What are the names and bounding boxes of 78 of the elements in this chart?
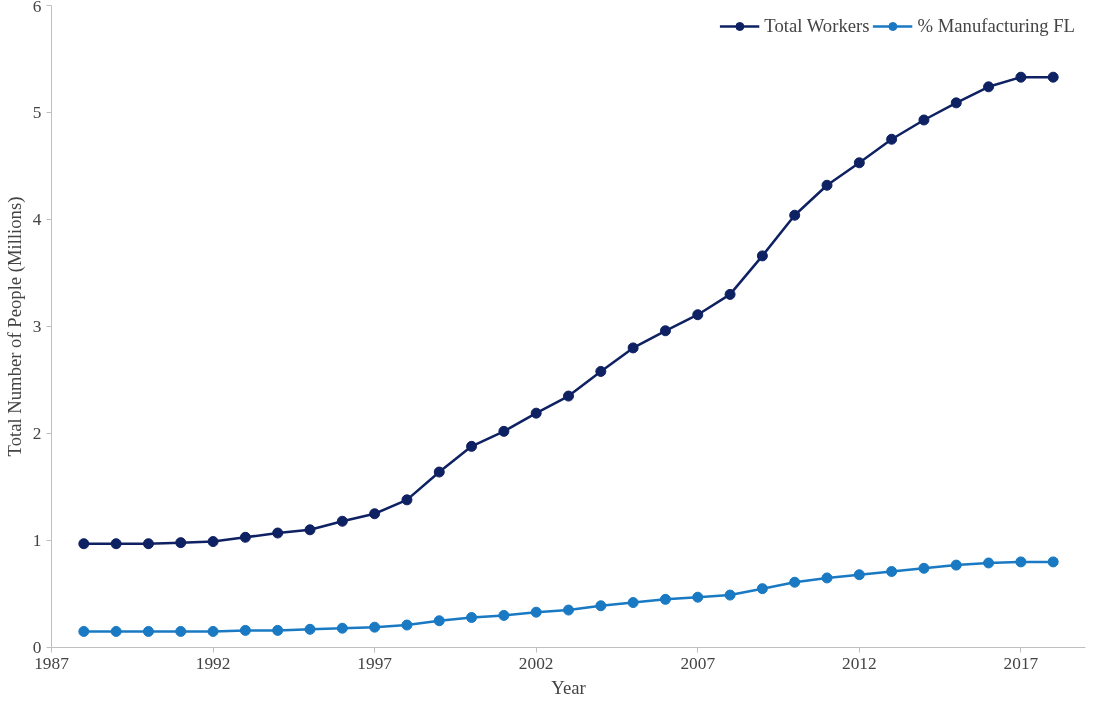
point: [78, 625, 90, 637]
point: [886, 133, 898, 145]
point: [433, 466, 445, 478]
point: [595, 365, 607, 377]
point: [239, 531, 251, 543]
point: [110, 625, 122, 637]
point: [530, 606, 542, 618]
point: [983, 557, 995, 569]
point: [659, 593, 671, 605]
point: [1047, 556, 1059, 568]
point: [918, 562, 930, 574]
point: [756, 250, 768, 262]
x-tick-label: 2007: [680, 653, 716, 673]
point: [433, 615, 445, 627]
point: [853, 569, 865, 581]
point: [498, 425, 510, 437]
point: [724, 589, 736, 601]
point: [336, 515, 348, 527]
point: [627, 597, 639, 609]
point: [918, 114, 930, 126]
point: [853, 157, 865, 169]
point: [304, 623, 316, 635]
point: [142, 538, 154, 550]
point: [142, 625, 154, 637]
y-tick-label: 5: [32, 103, 42, 122]
point: [724, 288, 736, 300]
point: [207, 536, 219, 548]
point: [950, 559, 962, 571]
x-tick-label: 2002: [518, 653, 554, 673]
point: [175, 537, 187, 549]
point: [530, 407, 542, 419]
point: [272, 624, 284, 636]
point: [627, 342, 639, 354]
point: [369, 621, 381, 633]
point: [466, 612, 478, 624]
point: [175, 625, 187, 637]
point: [304, 524, 316, 536]
x-axis-title: Year: [551, 676, 587, 698]
point: [207, 625, 219, 637]
legend-label: Total Workers: [764, 15, 870, 37]
point: [821, 179, 833, 191]
point: [369, 508, 381, 520]
y-tick-label: 3: [32, 317, 42, 336]
point: [821, 572, 833, 584]
y-axis-title: Total Number of People (Millions): [3, 196, 26, 457]
point: [401, 619, 413, 631]
point: [466, 440, 478, 452]
point: [692, 309, 704, 321]
point: [1047, 71, 1059, 83]
y-tick-label: 6: [32, 0, 42, 16]
point: [756, 583, 768, 595]
x-tick-label: 1992: [195, 653, 231, 673]
y-tick-label: 2: [32, 424, 42, 443]
point: [789, 576, 801, 588]
x-tick-label: 2017: [1003, 653, 1039, 673]
point: [886, 566, 898, 578]
point: [272, 527, 284, 539]
point: [336, 622, 348, 634]
x-tick-label: 2012: [841, 653, 877, 673]
legend-label: % Manufacturing FL: [917, 15, 1075, 37]
point: [595, 600, 607, 612]
point: [563, 604, 574, 616]
point: [78, 538, 90, 550]
point: [239, 624, 251, 636]
point: [401, 494, 413, 506]
y-tick-label: 4: [32, 210, 42, 229]
point: [563, 390, 574, 402]
point: [983, 81, 995, 93]
point: [1015, 556, 1027, 568]
point: [110, 538, 122, 550]
x-tick-label: 1997: [357, 653, 393, 673]
point: [659, 325, 671, 337]
point: [1015, 71, 1027, 83]
point: [498, 609, 510, 621]
point: [950, 97, 962, 109]
point: [692, 591, 704, 603]
point: [789, 209, 801, 221]
y-tick-label: 1: [32, 531, 42, 550]
